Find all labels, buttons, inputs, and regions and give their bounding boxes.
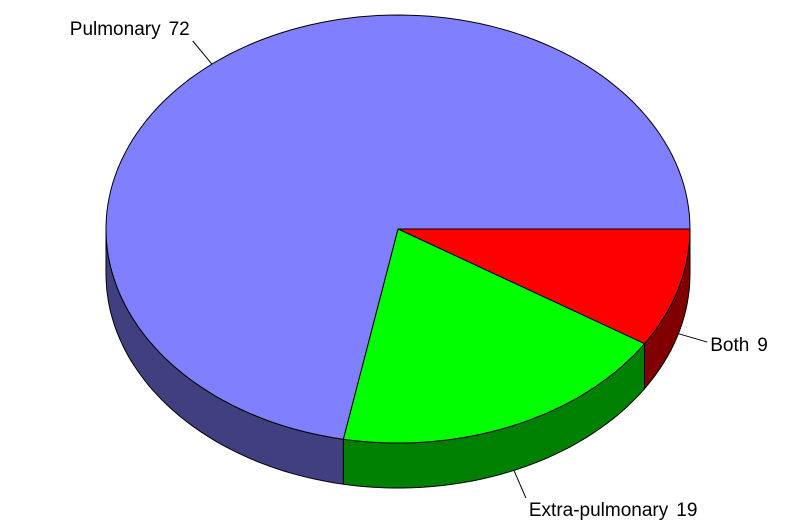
- label-category: Pulmonary: [70, 19, 161, 40]
- slice: [105, 14, 691, 440]
- leader-line: [192, 40, 213, 65]
- label-value: 9: [757, 335, 768, 356]
- slice: [342, 228, 646, 444]
- data-label: Extra-pulmonary 19: [529, 500, 698, 521]
- label-value: 19: [676, 500, 697, 521]
- slice: [397, 228, 691, 345]
- label-category: Extra-pulmonary: [529, 500, 669, 521]
- label-value: 72: [169, 19, 190, 40]
- data-label: Both 9: [710, 335, 768, 356]
- leader-line: [513, 470, 527, 499]
- data-label: Pulmonary 72: [70, 19, 190, 40]
- leader-line: [678, 333, 708, 343]
- label-category: Both: [710, 335, 749, 356]
